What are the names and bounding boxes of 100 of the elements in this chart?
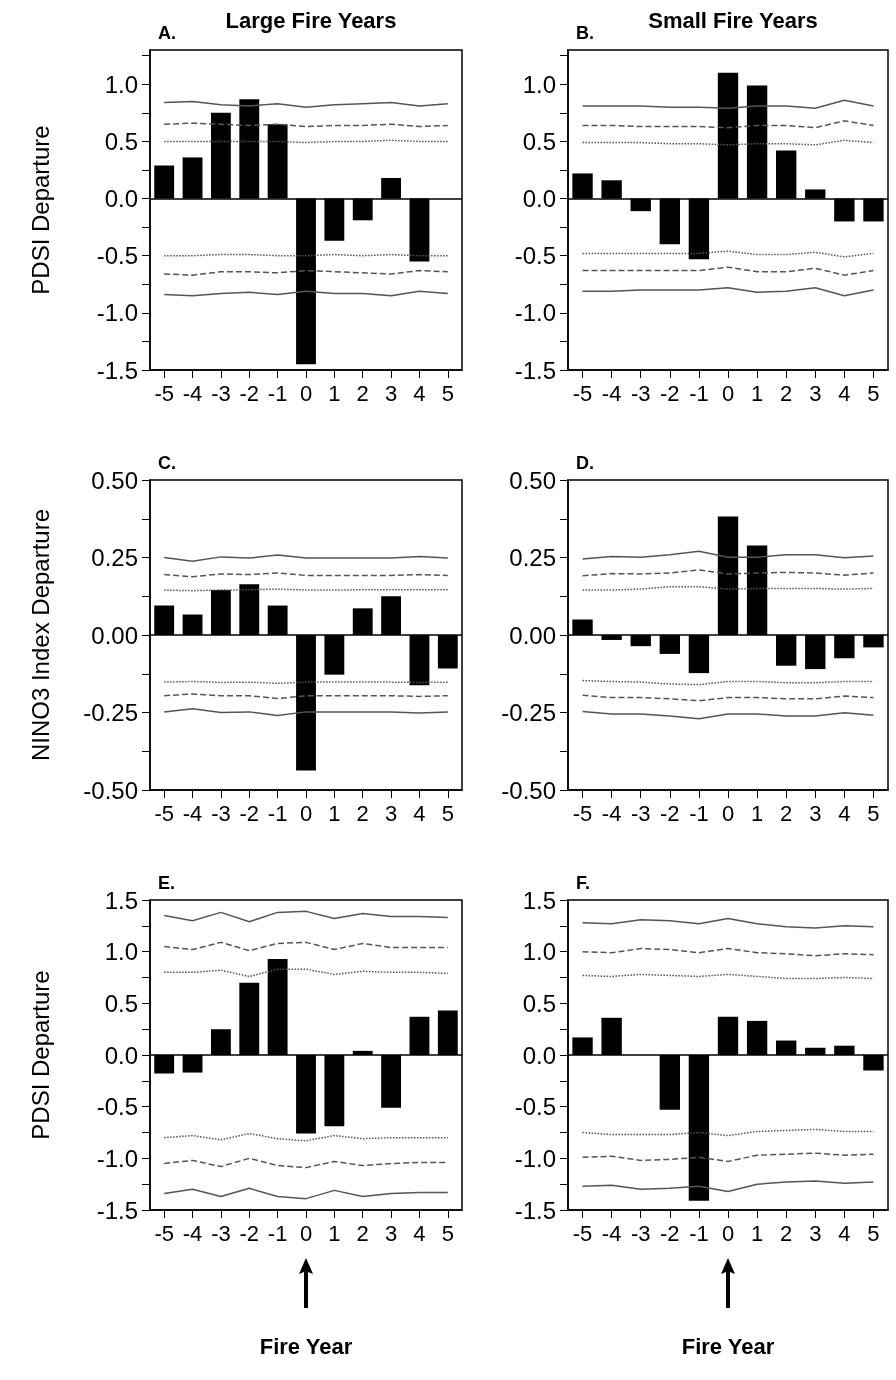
- y-tick-label: 0.00: [509, 621, 556, 649]
- x-tick-label: -1: [267, 1220, 288, 1246]
- x-tick-label: 4: [838, 380, 851, 406]
- x-tick-label: -4: [182, 380, 203, 406]
- x-tick-label: 5: [867, 380, 880, 406]
- x-tick-label: 1: [750, 380, 764, 406]
- x-tick-label: -3: [630, 1220, 651, 1246]
- line-series: [163, 708, 449, 717]
- text: B.: [576, 23, 594, 43]
- y-axis-title: NINO3 Index Departure: [26, 508, 54, 762]
- line-series: [581, 266, 875, 276]
- x-tick-label: -5: [154, 1220, 174, 1246]
- x-tick-label: -2: [660, 800, 680, 826]
- x-tick-label: 5: [441, 1220, 454, 1246]
- x-tick-label: 5: [441, 800, 454, 826]
- y-tick-label: -0.25: [501, 699, 556, 726]
- x-axis-title: Fire Year: [681, 1333, 775, 1359]
- x-tick-label: 4: [413, 380, 426, 406]
- x-tick-label: 0: [299, 1220, 313, 1246]
- y-tick-label: 0.5: [522, 989, 556, 1017]
- x-tick-label: -2: [239, 1220, 260, 1246]
- x-tick-label: 5: [441, 380, 454, 406]
- x-tick-label: -1: [689, 800, 709, 826]
- y-tick-label: -1.5: [514, 356, 556, 384]
- x-tick-label: 2: [780, 380, 793, 406]
- x-tick-label: 3: [809, 1220, 822, 1246]
- x-tick-label: 4: [413, 800, 426, 826]
- y-tick-label: 0.25: [509, 544, 556, 571]
- x-tick-label: -1: [267, 800, 288, 826]
- line-series: [581, 917, 875, 929]
- y-tick-label: -0.5: [514, 242, 556, 270]
- x-tick-label: 3: [384, 800, 398, 826]
- y-tick-label: -1.0: [514, 1144, 556, 1172]
- y-tick-label: 1.0: [104, 70, 138, 98]
- line-series: [581, 710, 875, 720]
- line-series: [163, 1132, 449, 1142]
- x-tick-label: 2: [356, 800, 369, 826]
- y-tick-label: 0.0: [522, 1041, 556, 1069]
- y-tick-label: -1.0: [96, 1144, 138, 1172]
- x-tick-label: 3: [384, 380, 398, 406]
- line-series: [163, 968, 449, 978]
- x-tick-label: 4: [413, 1220, 426, 1246]
- x-tick-label: 2: [780, 1220, 793, 1246]
- x-tick-label: 4: [838, 800, 851, 826]
- x-tick-label: 1: [328, 380, 341, 406]
- x-tick-label: -1: [689, 1220, 709, 1246]
- x-tick-label: 2: [356, 1220, 369, 1246]
- y-tick-label: 0.00: [91, 621, 138, 649]
- x-tick-label: -2: [660, 380, 680, 406]
- x-tick-label: 1: [328, 800, 341, 826]
- x-tick-label: -1: [267, 380, 288, 406]
- chart-title: Small Fire Years: [648, 7, 818, 33]
- x-tick-label: 0: [721, 380, 735, 406]
- y-tick-label: -0.25: [83, 699, 138, 726]
- x-tick-label: 1: [328, 1220, 341, 1246]
- y-tick-label: 0.0: [104, 185, 138, 213]
- x-tick-label: 3: [809, 800, 822, 826]
- line-series: [581, 286, 875, 297]
- text: D.: [576, 453, 594, 473]
- x-tick-label: -5: [154, 800, 174, 826]
- y-tick-label: -1.5: [514, 1196, 556, 1224]
- x-tick-label: 0: [299, 800, 313, 826]
- x-tick-label: -4: [601, 1220, 622, 1246]
- line-series: [581, 550, 875, 560]
- x-tick-label: 2: [356, 380, 369, 406]
- x-tick-label: -2: [239, 380, 260, 406]
- x-tick-label: -4: [601, 380, 622, 406]
- y-tick-label: 0.5: [104, 127, 138, 155]
- y-tick-label: 0.50: [509, 466, 556, 494]
- y-tick-label: -0.50: [501, 776, 556, 804]
- text: C.: [158, 453, 176, 473]
- line-series: [581, 99, 875, 110]
- x-tick-label: 2: [780, 800, 793, 826]
- x-tick-label: 1: [750, 800, 764, 826]
- x-tick-label: -4: [182, 1220, 203, 1246]
- line-series: [163, 910, 449, 923]
- x-tick-label: -3: [211, 380, 231, 406]
- y-tick-label: -0.5: [96, 242, 138, 270]
- y-tick-label: 0.50: [91, 466, 138, 494]
- x-tick-label: 5: [867, 1220, 880, 1246]
- y-tick-label: 1.5: [104, 886, 138, 914]
- y-axis-title: PDSI Departure: [26, 970, 54, 1140]
- y-tick-label: -1.5: [96, 356, 138, 384]
- x-tick-label: -5: [572, 380, 593, 406]
- y-axis-title: PDSI Departure: [26, 125, 54, 295]
- text: A.: [158, 23, 176, 43]
- line-series: [163, 1187, 449, 1200]
- line-series: [581, 1180, 875, 1193]
- y-tick-label: -1.5: [96, 1196, 138, 1224]
- line-series: [581, 947, 875, 957]
- x-tick-label: -2: [660, 1220, 680, 1246]
- text: F.: [576, 873, 591, 893]
- y-tick-label: -0.5: [514, 1093, 556, 1121]
- y-tick-label: -1.0: [514, 299, 556, 327]
- y-tick-label: 0.0: [104, 1041, 138, 1069]
- y-tick-label: -0.5: [96, 1093, 138, 1121]
- y-tick-label: 0.5: [104, 989, 138, 1017]
- text: E.: [158, 873, 176, 893]
- line-series: [581, 120, 875, 129]
- line-series: [163, 554, 449, 562]
